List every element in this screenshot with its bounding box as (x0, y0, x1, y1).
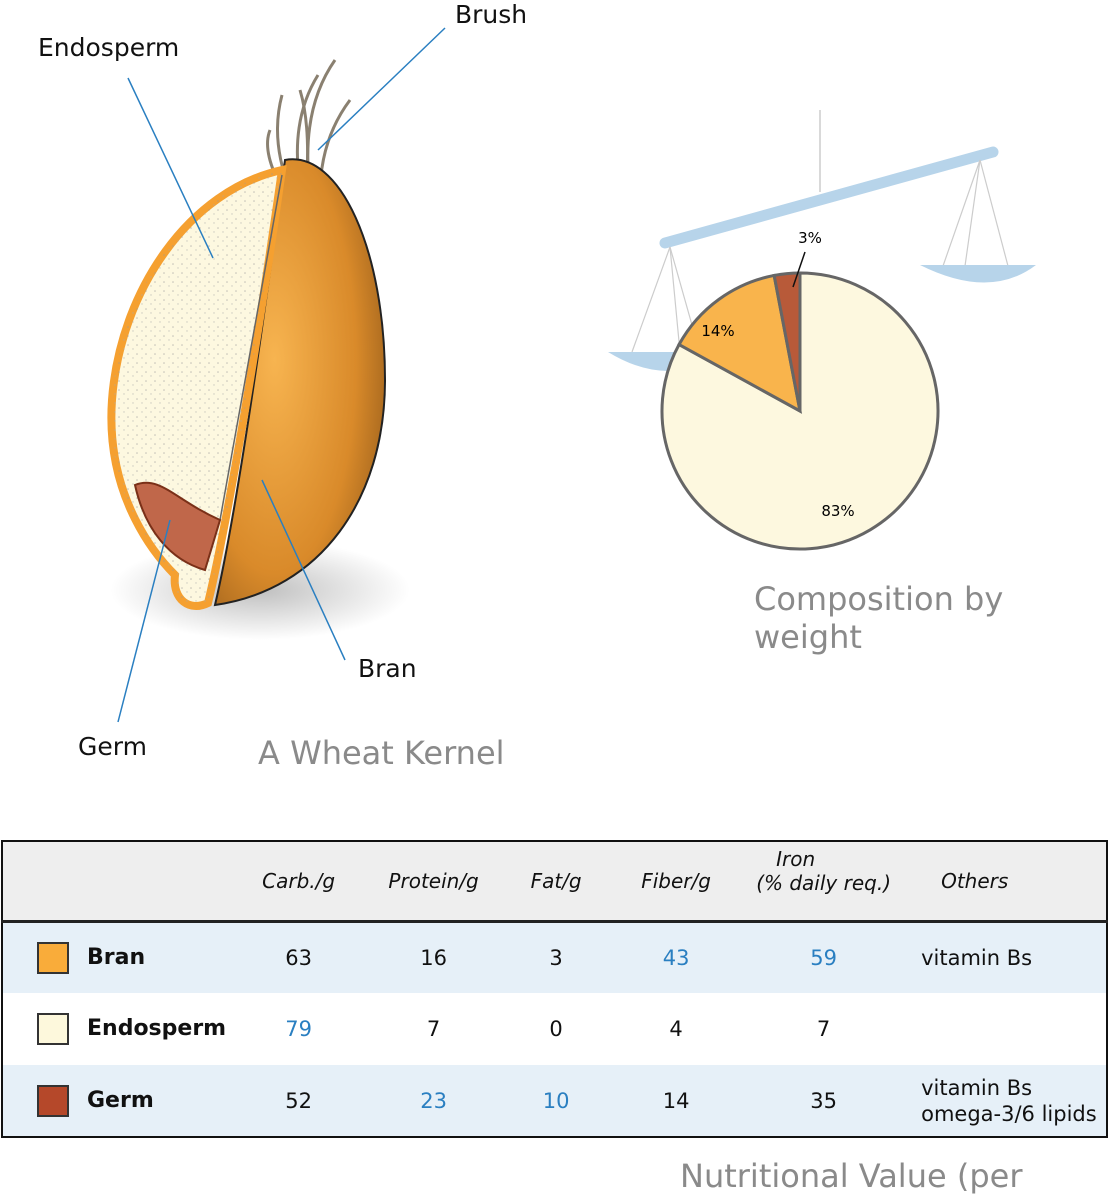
table-header-row: Carb./g Protein/g Fat/g Fiber/g Iron (% d… (2, 841, 1107, 921)
cell-others (911, 993, 1107, 1065)
row-name: Germ (2, 1065, 226, 1137)
label-bran: Bran (358, 654, 417, 683)
cell-value: 3 (549, 945, 563, 970)
header-fat: Fat/g (530, 868, 582, 893)
germ-shape (133, 481, 222, 572)
composition-pie (660, 271, 940, 551)
header-protein: Protein/g (388, 868, 479, 893)
header-carb: Carb./g (262, 868, 336, 893)
kernel-title: A Wheat Kernel (258, 734, 505, 772)
pie-label-bran: 14% (701, 322, 734, 340)
others-item: vitamin Bs (921, 1075, 1033, 1100)
cell-value: 4 (669, 1017, 683, 1041)
others-item: vitamin Bs (921, 945, 1033, 970)
cell-value: 10 (542, 1088, 570, 1113)
color-swatch (37, 1084, 69, 1117)
label-germ: Germ (78, 732, 147, 761)
germ-pct-leader (792, 251, 806, 288)
cell-value: 14 (662, 1088, 690, 1113)
header-iron-line1: Iron (776, 846, 816, 871)
cell-value: 0 (549, 1017, 563, 1041)
header-fiber: Fiber/g (641, 868, 711, 893)
pie-slice-endosperm (660, 271, 940, 551)
row-label: Bran (87, 944, 146, 970)
cell-value: 43 (662, 945, 690, 970)
header-blank (2, 841, 226, 921)
table-row-bran: Bran 63 16 3 43 59 vitamin Bs (2, 921, 1107, 993)
header-iron-line2: (% daily req.) (756, 870, 891, 895)
pie-label-germ: 3% (798, 229, 822, 247)
cell-value: 7 (816, 1017, 831, 1041)
illustration: 83% 14% 3% (107, 27, 1036, 723)
cell-others: vitamin Bs (911, 921, 1107, 993)
table-row-endosperm: Endosperm 79 7 0 4 7 (2, 993, 1107, 1065)
label-endosperm: Endosperm (38, 33, 180, 62)
row-name: Endosperm (2, 993, 226, 1065)
composition-title: Composition by weight (754, 580, 1004, 656)
cell-value: 79 (285, 1017, 312, 1041)
pie-label-endosperm: 83% (821, 502, 854, 520)
nutrition-table: Carb./g Protein/g Fat/g Fiber/g Iron (% d… (1, 840, 1108, 1138)
pie-slice-bran (677, 273, 803, 414)
color-swatch (37, 1013, 69, 1045)
row-name: Bran (2, 921, 226, 993)
header-iron: Iron (% daily req.) (736, 841, 911, 921)
cell-value: 63 (285, 945, 312, 970)
label-brush: Brush (455, 0, 528, 29)
row-label: Germ (87, 1087, 154, 1113)
cell-value: 35 (810, 1088, 837, 1113)
table-row-germ: Germ 52 23 10 14 35 vitamin Bs omega-3/6 lipids (2, 1065, 1107, 1137)
row-label: Endosperm (87, 1016, 227, 1041)
cell-value: 23 (420, 1088, 447, 1113)
pie-slice-germ (772, 271, 802, 412)
color-swatch (37, 941, 69, 974)
header-others: Others (941, 868, 1009, 893)
cell-others: vitamin Bs omega-3/6 lipids (911, 1065, 1107, 1137)
cell-value: 59 (810, 945, 837, 970)
others-item: omega-3/6 lipids (921, 1101, 1097, 1126)
leader-lines (117, 27, 446, 723)
cell-value: 16 (420, 945, 447, 970)
table-title: Nutritional Value (per 100g) (680, 1157, 1023, 1199)
cell-value: 52 (285, 1088, 312, 1113)
bran-shell (213, 158, 387, 607)
cell-value: 7 (426, 1017, 441, 1041)
